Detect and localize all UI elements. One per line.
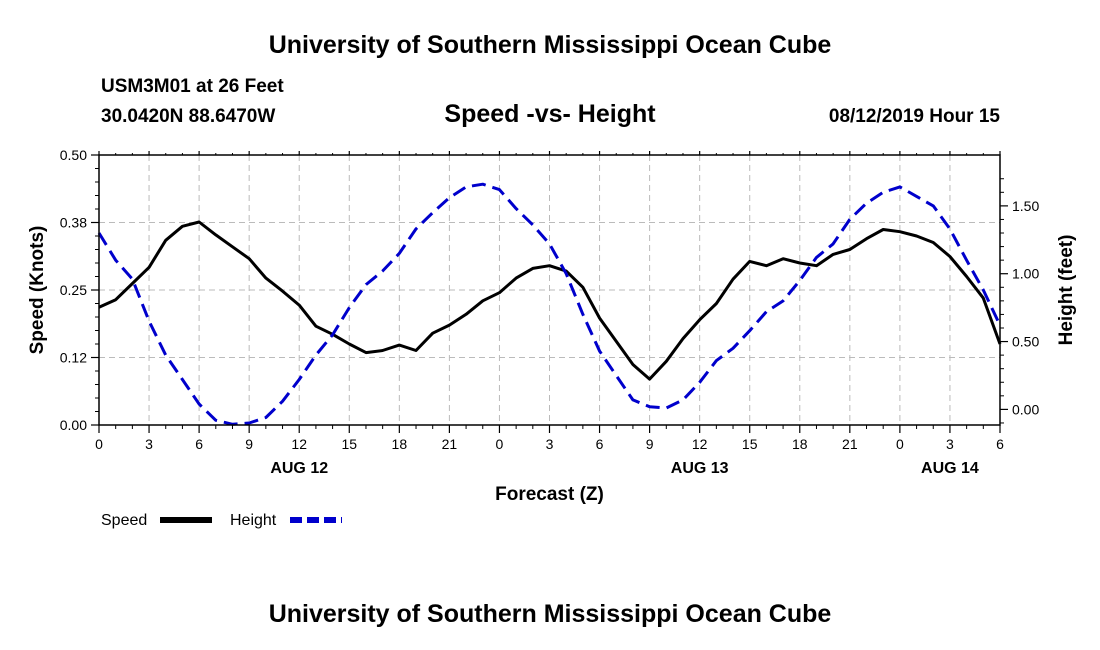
x-tick-label: 18 (392, 436, 408, 452)
x-date-label: AUG 13 (671, 460, 729, 477)
run-time: 08/12/2019 Hour 15 (828, 106, 1000, 127)
y-left-tick-label: 0.25 (60, 282, 87, 298)
axis-ticks: 0 3 6 9 12 15 18 21 0 3 6 9 12 15 18 21 0 3 6 AUG 12 AUG 13 A… (60, 147, 1040, 477)
x-tick-label: 6 (596, 436, 604, 452)
x-tick-label: 6 (996, 436, 1004, 452)
x-date-label: AUG 14 (921, 460, 979, 477)
x-tick-label: 9 (646, 436, 654, 452)
x-tick-label: 15 (742, 436, 758, 452)
grid-lines (99, 155, 1000, 425)
y-right-tick-label: 1.00 (1012, 266, 1039, 282)
y-right-tick-label: 1.50 (1012, 198, 1039, 214)
y-left-tick-label: 0.50 (60, 147, 87, 163)
main-title: University of Southern Mississippi Ocean… (268, 31, 832, 59)
y-left-tick-label: 0.12 (60, 350, 87, 366)
y-right-tick-label: 0.00 (1012, 401, 1039, 417)
x-tick-label: 18 (792, 436, 808, 452)
x-tick-label: 3 (946, 436, 954, 452)
x-tick-label: 0 (95, 436, 103, 452)
x-tick-label: 9 (245, 436, 253, 452)
height-series-line (97, 182, 1002, 426)
chart-title: Speed -vs- Height (444, 100, 656, 128)
x-tick-label: 12 (692, 436, 708, 452)
y-left-tick-label: 0.00 (60, 417, 87, 433)
x-axis-label: Forecast (Z) (495, 484, 604, 505)
y-right-tick-label: 0.50 (1012, 334, 1039, 350)
x-date-label: AUG 12 (270, 460, 328, 477)
x-tick-label: 15 (341, 436, 357, 452)
x-tick-label: 12 (291, 436, 307, 452)
series-lines (97, 182, 1002, 426)
speed-series-line (98, 220, 1002, 381)
x-tick-label: 21 (442, 436, 458, 452)
x-tick-label: 0 (896, 436, 904, 452)
legend-height-label: Height (230, 512, 277, 529)
footer-title: University of Southern Mississippi Ocean… (268, 600, 832, 628)
x-tick-label: 0 (496, 436, 504, 452)
station-name: USM3M01 at 26 Feet (101, 76, 284, 97)
x-tick-label: 3 (546, 436, 554, 452)
y-axis-right-label: Height (feet) (1056, 235, 1077, 346)
x-tick-label: 3 (145, 436, 153, 452)
x-tick-label: 6 (195, 436, 203, 452)
y-axis-left-label: Speed (Knots) (27, 226, 48, 355)
legend: Speed Height (101, 512, 342, 529)
x-tick-label: 21 (842, 436, 858, 452)
station-coordinates: 30.0420N 88.6470W (101, 106, 276, 127)
y-left-tick-label: 0.38 (60, 215, 87, 231)
legend-speed-label: Speed (101, 512, 147, 529)
